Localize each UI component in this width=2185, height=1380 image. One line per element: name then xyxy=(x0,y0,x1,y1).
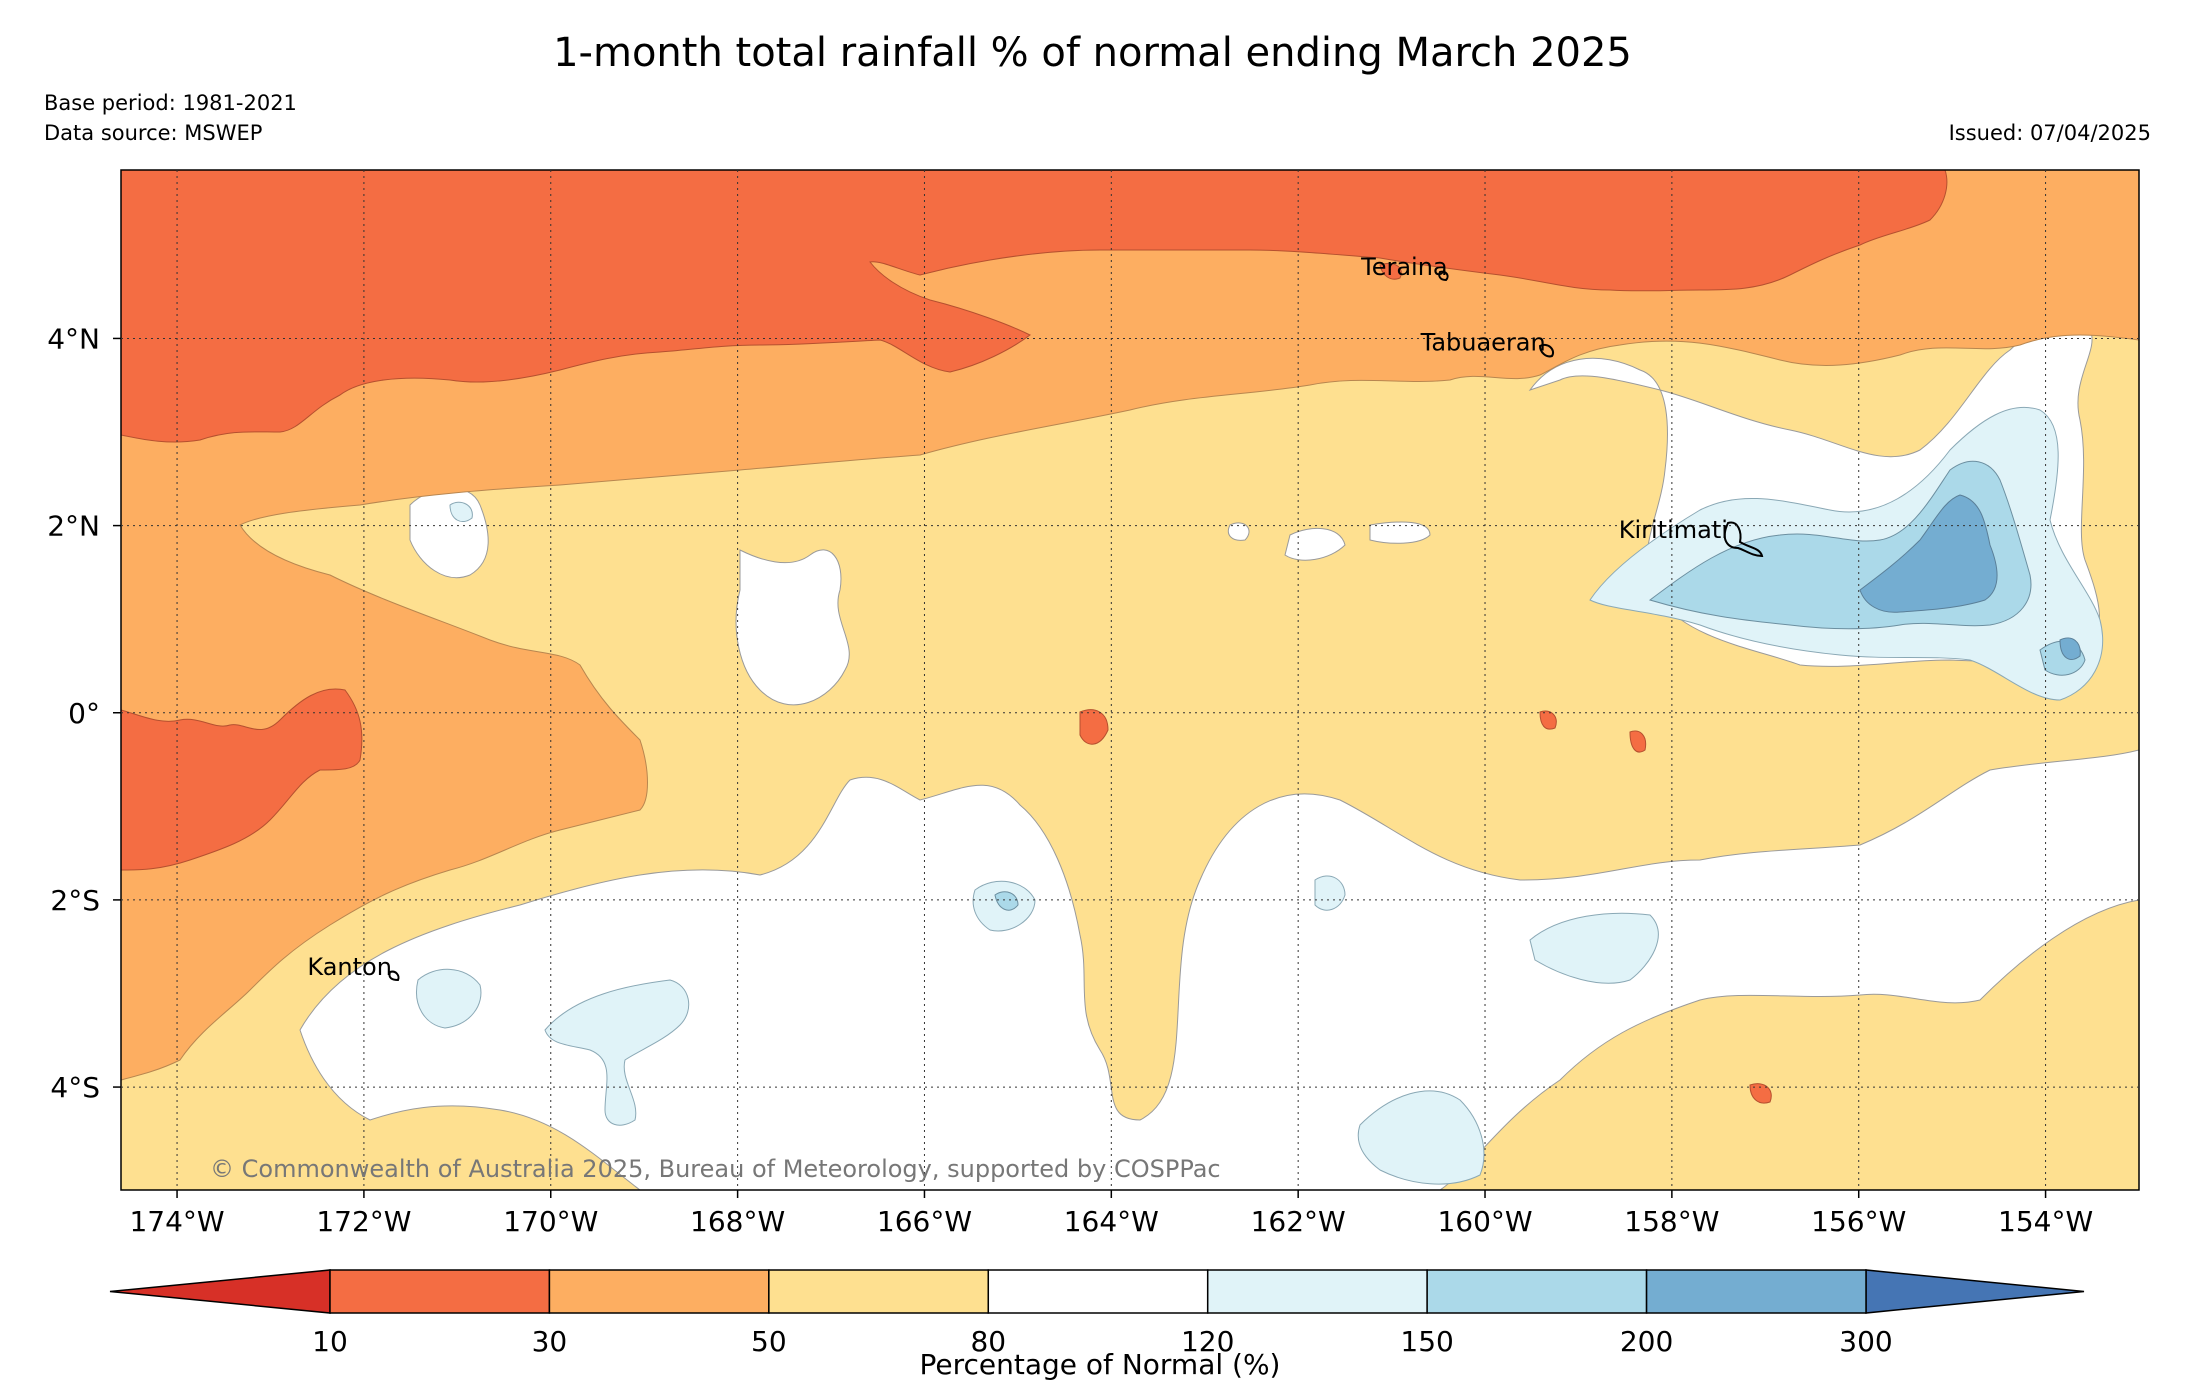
map-gridlines xyxy=(121,170,2139,1190)
colorbar-segment xyxy=(768,1269,990,1314)
rainfall-field xyxy=(121,170,2139,1190)
colorbar-tick-label: 120 xyxy=(1181,1325,1234,1358)
rainfall-band-120-150-kanton xyxy=(416,501,1346,1029)
lon-tick-label: 168°W xyxy=(690,1205,785,1238)
colorbar-over-extension xyxy=(1865,1269,2085,1314)
kiritimati-island-outline xyxy=(1723,521,1764,558)
rainfall-band-10-30-west xyxy=(121,688,363,871)
colorbar-tick-label: 200 xyxy=(1620,1325,1673,1358)
lon-tick-label: 162°W xyxy=(1251,1205,1346,1238)
colorbar-segment xyxy=(1645,1269,1867,1314)
colorbar-segment xyxy=(548,1269,770,1314)
place-label-tabuaeran: Tabuaeran xyxy=(1420,329,1546,357)
colorbar-tick-label: 80 xyxy=(970,1325,1006,1358)
rainfall-band-150-200-kiritimati xyxy=(994,460,2086,911)
tabuaeran-island-outline xyxy=(1538,344,1554,358)
lon-tick-label: 164°W xyxy=(1064,1205,1159,1238)
latitude-tick-labels: 4°N 2°N 0° 2°S 4°S xyxy=(47,322,121,1104)
lat-tick-label: 2°N xyxy=(47,510,100,543)
lon-tick-label: 158°W xyxy=(1624,1205,1719,1238)
lon-tick-label: 174°W xyxy=(129,1205,224,1238)
lat-tick-label: 4°N xyxy=(47,322,100,355)
colorbar: 10 30 50 80 120 150 200 300 xyxy=(109,1269,2085,1358)
lon-tick-label: 170°W xyxy=(503,1205,598,1238)
colorbar-tick-label: 50 xyxy=(751,1325,787,1358)
lat-tick-label: 2°S xyxy=(50,884,100,917)
lon-tick-label: 154°W xyxy=(1998,1205,2093,1238)
issued-date-text: Issued: 07/04/2025 xyxy=(1948,121,2151,145)
map-frame xyxy=(120,169,2140,1191)
map-metadata: Base period: 1981-2021 Data source: MSWE… xyxy=(44,88,297,148)
longitude-tick-labels: 174°W 172°W 170°W 168°W 166°W 164°W 162°W 160°W… xyxy=(129,1190,2093,1238)
colorbar-segment xyxy=(1426,1269,1648,1314)
colorbar-tick-label: 300 xyxy=(1839,1325,1892,1358)
place-labels: Teraina Tabuaeran Kiritimati Kanton xyxy=(307,253,1728,981)
data-source-text: Data source: MSWEP xyxy=(44,121,263,145)
lat-tick-label: 4°S xyxy=(50,1071,100,1104)
colorbar-label: Percentage of Normal (%) xyxy=(920,1348,1281,1380)
teraina-island-outline xyxy=(1438,270,1449,282)
rainfall-band-120-150-south-c xyxy=(1357,1090,1485,1185)
base-period-text: Base period: 1981-2021 xyxy=(44,91,297,115)
map-title: 1-month total rainfall % of normal endin… xyxy=(553,30,1632,76)
colorbar-segment xyxy=(987,1269,1209,1314)
rainfall-band-120-150-south-b xyxy=(1529,912,1659,984)
rainfall-band-200-300-kiritimati xyxy=(1859,494,2081,660)
place-label-kiritimati: Kiritimati xyxy=(1619,516,1728,544)
lon-tick-label: 160°W xyxy=(1437,1205,1532,1238)
rainfall-band-10-30-small xyxy=(1079,263,1772,1104)
rainfall-band-80-120-small xyxy=(1227,521,1431,561)
colorbar-segment xyxy=(329,1269,551,1314)
colorbar-tick-label: 150 xyxy=(1400,1325,1453,1358)
rainfall-band-30-50 xyxy=(121,170,2139,1081)
place-label-teraina: Teraina xyxy=(1360,253,1448,281)
kanton-island-outline xyxy=(388,970,400,982)
place-label-kanton: Kanton xyxy=(307,953,392,981)
copyright-text: © Commonwealth of Australia 2025, Bureau… xyxy=(210,1155,1221,1183)
lon-tick-label: 172°W xyxy=(316,1205,411,1238)
colorbar-segment xyxy=(1206,1269,1428,1314)
rainfall-band-80-120-south xyxy=(299,749,2139,1190)
lat-tick-label: 0° xyxy=(68,697,100,730)
colorbar-under-extension xyxy=(109,1269,331,1314)
lon-tick-label: 166°W xyxy=(877,1205,972,1238)
colorbar-tick-label: 30 xyxy=(532,1325,568,1358)
lon-tick-label: 156°W xyxy=(1811,1205,1906,1238)
islands xyxy=(388,270,1764,982)
rainfall-band-120-150-south-a xyxy=(544,979,690,1126)
rainfall-band-80-120-central xyxy=(735,549,850,706)
colorbar-tick-label: 10 xyxy=(312,1325,348,1358)
